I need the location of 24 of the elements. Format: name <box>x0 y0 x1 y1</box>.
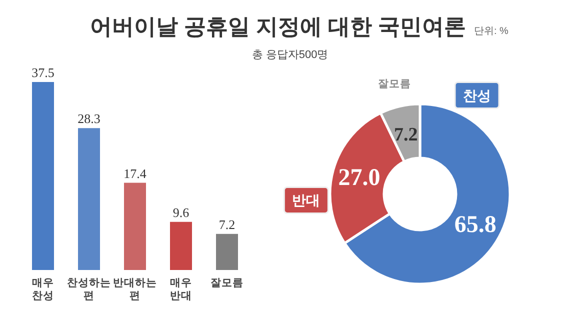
x-tick-label: 잘모름 <box>210 277 244 289</box>
data-label: 37.5 <box>32 65 54 80</box>
text: 총 응답자500명 <box>252 49 328 61</box>
slice-label: 반대 <box>292 192 320 208</box>
slice-label: 잘모름 <box>378 78 411 90</box>
bar <box>216 234 238 270</box>
data-label: 27.0 <box>338 165 380 192</box>
x-tick-label: 매우 반대 <box>170 277 192 302</box>
data-label: 28.3 <box>78 111 100 126</box>
bar <box>78 128 100 270</box>
slice-label: 찬성 <box>463 87 491 104</box>
x-tick-label: 반대하는 편 <box>113 277 157 302</box>
data-label: 7.2 <box>394 124 418 146</box>
x-tick-label: 매우 찬성 <box>32 277 54 302</box>
chart-title: 어버이날 공휴일 지정에 대한 국민여론 <box>90 14 466 39</box>
bar <box>32 82 54 270</box>
text: 단위: % <box>474 26 509 37</box>
data-label: 7.2 <box>218 216 236 232</box>
data-label: 9.6 <box>172 204 190 220</box>
data-label: 65.8 <box>454 212 496 238</box>
data-label: 17.4 <box>124 166 147 181</box>
x-tick-label: 찬성하는 편 <box>67 277 111 302</box>
bar <box>124 182 146 270</box>
bar <box>170 222 192 270</box>
